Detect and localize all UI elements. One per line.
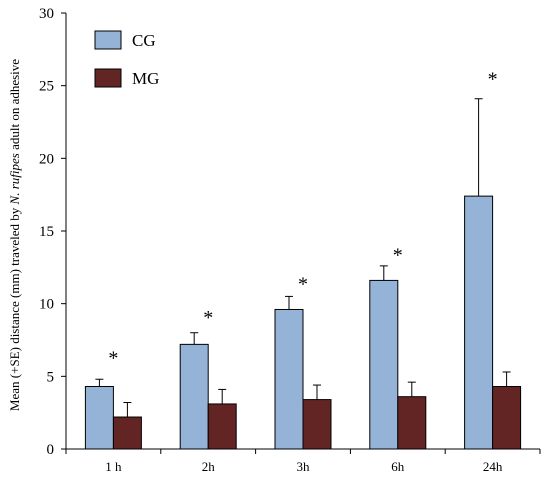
bar-CG-2 [274, 308, 304, 450]
y-tick-label: 15 [39, 224, 54, 240]
bar-MG-1 [207, 403, 237, 450]
x-tick-label: 1 h [105, 459, 122, 474]
axes: 0 5 10 15 20 25 30 1 h 2h 3h 6h 24h [39, 6, 541, 474]
x-tick-label: 24h [483, 459, 503, 474]
error-bars [95, 98, 511, 418]
significance-marker-1: * [203, 307, 213, 329]
y-axis-title: Mean (+SE) distance (mm) traveled by N. … [7, 59, 22, 411]
x-tick-label: 2h [202, 459, 216, 474]
legend-swatch-MG [94, 68, 122, 88]
y-tick-label: 0 [47, 442, 55, 458]
bar-CG-3 [369, 279, 399, 450]
legend: CG MG [94, 30, 159, 88]
y-tick-label: 30 [39, 6, 54, 22]
x-tick-label: 3h [297, 459, 311, 474]
x-tick-label: 6h [391, 459, 405, 474]
y-axis-label-suffix: adult on adhesive [7, 59, 22, 153]
legend-swatch-CG [94, 30, 122, 50]
y-axis-label-prefix: Mean (+SE) distance (mm) traveled by [7, 204, 22, 411]
bars [84, 195, 522, 450]
significance-marker-3: * [393, 244, 403, 266]
y-tick-label: 25 [39, 79, 54, 95]
annotations: * * * * * [108, 68, 497, 369]
y-tick-label: 20 [39, 151, 54, 167]
bar-MG-2 [302, 399, 332, 450]
significance-marker-0: * [108, 348, 118, 370]
bar-CG-4 [464, 195, 494, 450]
significance-marker-4: * [488, 68, 498, 90]
legend-label-MG: MG [132, 69, 159, 88]
bar-CG-0 [84, 386, 114, 450]
bar-CG-1 [179, 343, 209, 450]
y-tick-label: 5 [47, 369, 55, 385]
y-axis-label: Mean (+SE) distance (mm) traveled by N. … [7, 59, 22, 411]
significance-marker-2: * [298, 273, 308, 295]
legend-label-CG: CG [132, 31, 156, 50]
bar-MG-4 [492, 386, 522, 450]
y-tick-label: 10 [39, 297, 54, 313]
bar-MG-3 [397, 396, 427, 450]
bar-MG-0 [112, 416, 142, 450]
y-axis-label-species: N. rufipes [7, 153, 22, 205]
